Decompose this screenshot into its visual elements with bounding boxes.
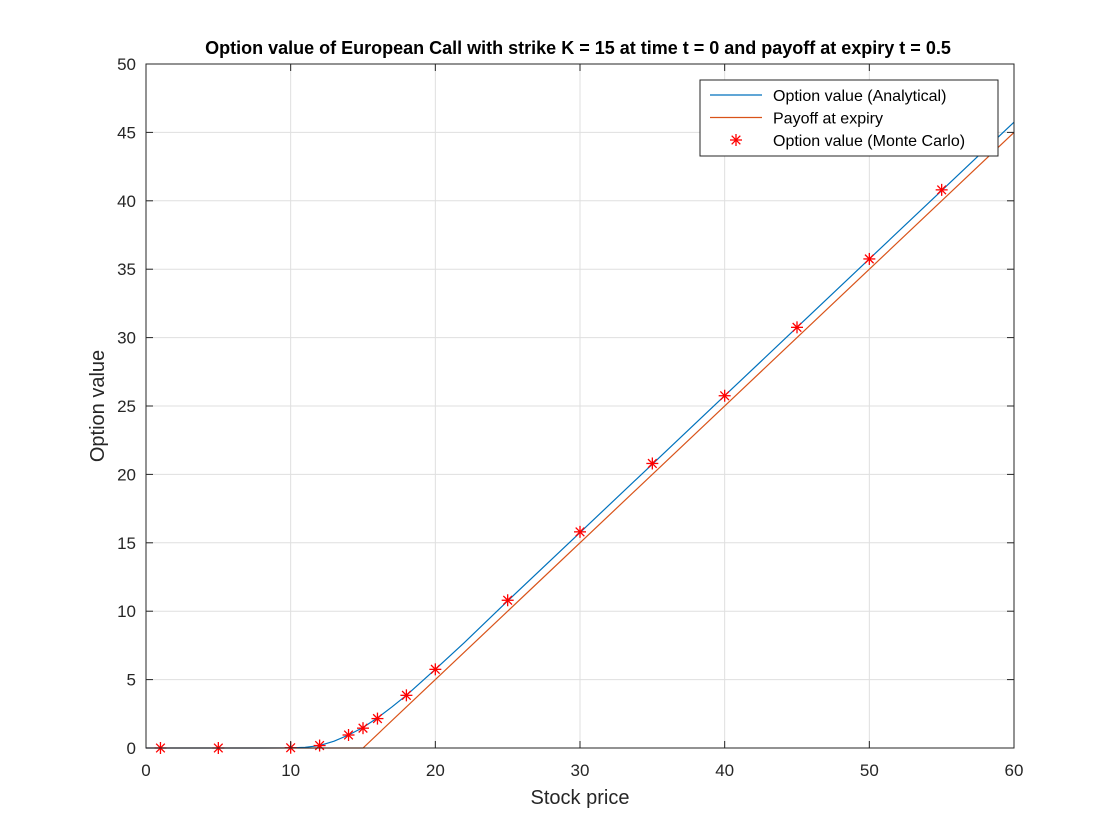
y-tick-label: 50 — [117, 55, 136, 74]
chart-title: Option value of European Call with strik… — [205, 38, 951, 58]
legend-entry-label: Payoff at expiry — [773, 111, 883, 128]
x-axis-label: Stock price — [531, 787, 630, 809]
monte-carlo-point — [791, 321, 803, 334]
x-tick-label: 40 — [715, 761, 734, 780]
x-tick-label: 10 — [281, 761, 300, 780]
y-tick-label: 30 — [117, 329, 136, 348]
legend-entry-label: Option value (Monte Carlo) — [773, 133, 965, 150]
y-tick-label: 5 — [127, 671, 136, 690]
grid-lines — [145, 63, 1015, 749]
monte-carlo-point — [342, 729, 355, 742]
y-axis-label: Option value — [87, 350, 109, 462]
monte-carlo-point — [313, 739, 326, 752]
monte-carlo-point — [429, 663, 442, 676]
x-tick-label: 30 — [571, 761, 590, 780]
monte-carlo-point — [400, 689, 413, 702]
y-tick-label: 10 — [117, 602, 136, 621]
y-tick-label: 25 — [117, 397, 136, 416]
monte-carlo-point — [371, 712, 384, 725]
legend-entry-label: Option value (Analytical) — [773, 88, 946, 105]
monte-carlo-point — [646, 457, 659, 470]
x-tick-label: 60 — [1005, 761, 1024, 780]
monte-carlo-point — [357, 722, 369, 735]
y-tick-label: 15 — [117, 534, 136, 553]
x-tick-label: 20 — [426, 761, 445, 780]
monte-carlo-point — [574, 525, 586, 538]
y-tick-label: 45 — [117, 123, 136, 142]
y-tick-label: 20 — [117, 465, 136, 484]
axis-ticks: 0 10 20 30 40 50 60 0 5 10 15 20 25 30 35 40 45 50 — [117, 55, 1023, 780]
y-tick-label: 35 — [117, 260, 136, 279]
x-tick-label: 0 — [141, 761, 150, 780]
legend-asterisk-swatch — [730, 134, 742, 146]
y-tick-label: 40 — [117, 192, 136, 211]
monte-carlo-point — [935, 183, 948, 196]
y-tick-label: 0 — [127, 739, 136, 758]
chart-legend: Option value (Analytical) Payoff at expir… — [699, 79, 999, 157]
x-tick-label: 50 — [860, 761, 879, 780]
monte-carlo-point — [863, 252, 876, 265]
monte-carlo-point — [501, 594, 514, 607]
monte-carlo-point — [718, 389, 731, 402]
